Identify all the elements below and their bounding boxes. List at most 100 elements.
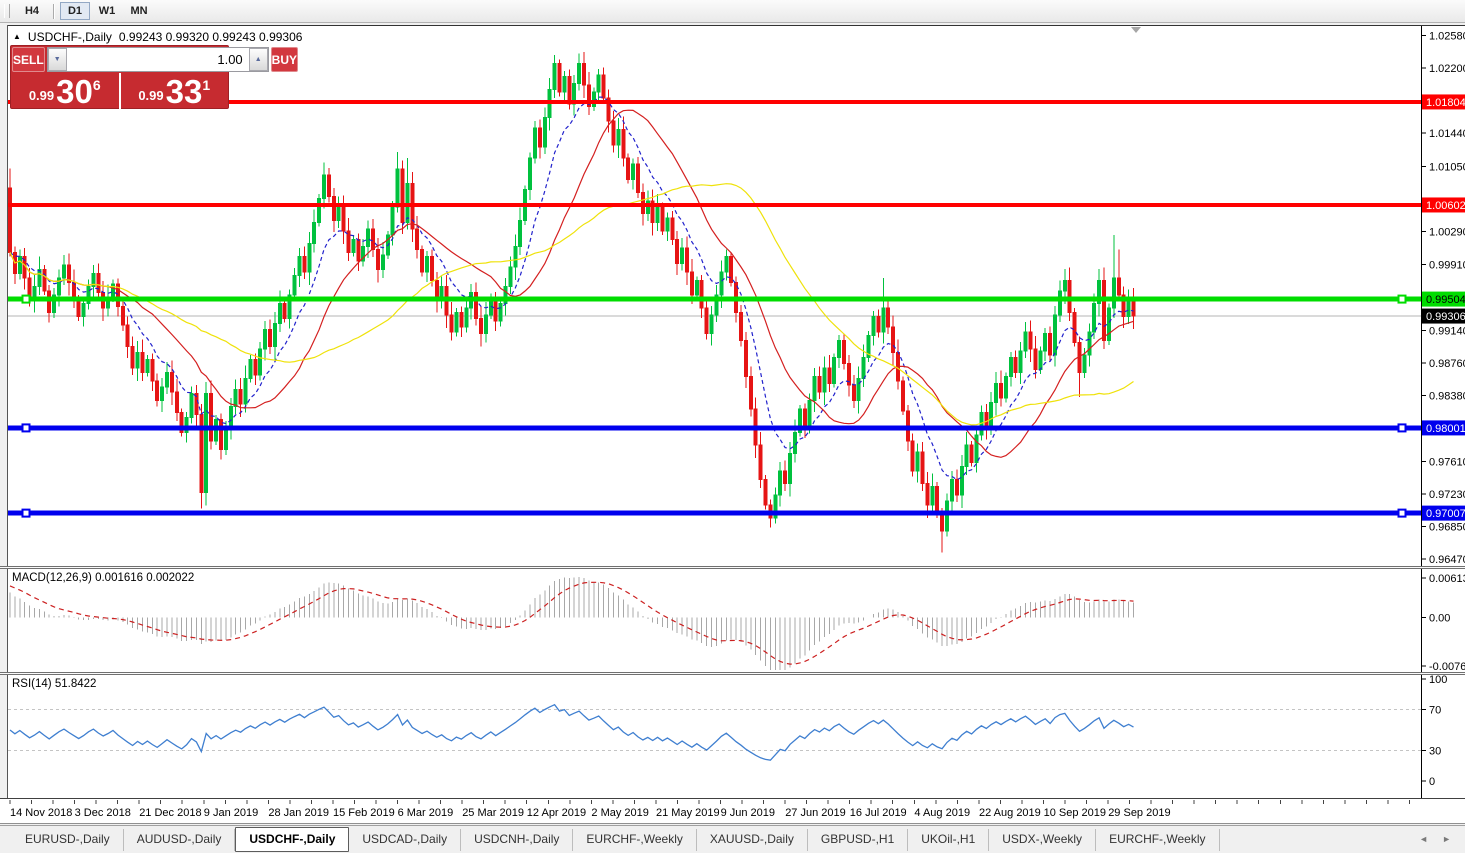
volume-decrease-button[interactable]: ▼: [47, 48, 67, 71]
price-badge-0.98001: 0.98001: [1422, 420, 1465, 436]
hline-support-1[interactable]: [8, 425, 1421, 431]
macd-name: MACD(12,26,9): [12, 572, 92, 584]
chart-title: ▲ USDCHF-,Daily 0.99243 0.99320 0.99243 …: [13, 30, 302, 44]
trade-panel-prices: 0.99 30 6 0.99 33 1: [11, 73, 228, 110]
volume-spinner: ▼ ▲: [46, 47, 269, 72]
rsi-line: [9, 703, 1134, 761]
svg-text:14 Nov 2018: 14 Nov 2018: [10, 807, 72, 819]
timeframe-toolbar: H4 D1 W1 MN: [0, 0, 1465, 23]
toolbar-separator: [53, 3, 54, 19]
date-axis[interactable]: 14 Nov 2018 3 Dec 2018 21 Dec 2018 9 Jan 20…: [9, 800, 1410, 819]
svg-text:0.96470: 0.96470: [1429, 554, 1465, 566]
svg-text:1.00290: 1.00290: [1429, 227, 1465, 239]
svg-text:10 Sep 2019: 10 Sep 2019: [1044, 807, 1106, 819]
hline-handle[interactable]: [21, 423, 31, 433]
svg-text:4 Aug 2019: 4 Aug 2019: [914, 807, 970, 819]
svg-text:0.99306: 0.99306: [1426, 311, 1465, 323]
svg-text:1.02200: 1.02200: [1429, 63, 1465, 75]
trade-panel-header: SELL ▼ ▲ BUY: [11, 46, 299, 73]
svg-text:0.96850: 0.96850: [1429, 522, 1465, 534]
svg-text:1.01050: 1.01050: [1429, 162, 1465, 174]
chart-tab-xauusd-daily[interactable]: XAUUSD-,Daily: [697, 829, 808, 851]
timeframe-button-h4[interactable]: H4: [17, 2, 47, 20]
symbol-title: USDCHF-,Daily: [27, 30, 112, 44]
svg-text:27 Jun 2019: 27 Jun 2019: [785, 807, 846, 819]
buy-price-big: 33: [165, 73, 203, 110]
timeframe-button-w1[interactable]: W1: [92, 2, 122, 20]
chart-tab-eurchf-weekly[interactable]: EURCHF-,Weekly: [573, 829, 697, 851]
hline-support-2[interactable]: [8, 510, 1421, 516]
sell-price[interactable]: 0.99 30 6: [11, 73, 119, 110]
chart-tab-audusd-daily[interactable]: AUDUSD-,Daily: [124, 829, 236, 851]
toolbar-grip: [4, 4, 10, 18]
svg-text:22 Aug 2019: 22 Aug 2019: [979, 807, 1041, 819]
hline-handle[interactable]: [21, 508, 31, 518]
rsi-label: RSI(14) 51.8422: [12, 678, 96, 690]
hline-pivot-green[interactable]: [8, 296, 1421, 302]
buy-price[interactable]: 0.99 33 1: [121, 73, 229, 110]
macd-label: MACD(12,26,9) 0.001616 0.002022: [12, 572, 194, 584]
chart-tab-gbpusd-h1[interactable]: GBPUSD-,H1: [808, 829, 909, 851]
svg-text:21 May 2019: 21 May 2019: [656, 807, 720, 819]
chart-shift-marker-icon[interactable]: [1131, 27, 1141, 33]
svg-text:0: 0: [1429, 776, 1435, 788]
sell-price-prefix: 0.99: [28, 88, 55, 103]
price-badge-1.00602: 1.00602: [1422, 197, 1465, 213]
svg-text:6 Mar 2019: 6 Mar 2019: [398, 807, 454, 819]
svg-text:0.98001: 0.98001: [1426, 423, 1465, 435]
svg-text:1.01440: 1.01440: [1429, 128, 1465, 140]
hline-handle[interactable]: [1397, 423, 1407, 433]
hline-handle[interactable]: [1397, 508, 1407, 518]
chart-tab-usdx-weekly[interactable]: USDX-,Weekly: [989, 829, 1097, 851]
svg-text:15 Feb 2019: 15 Feb 2019: [333, 807, 395, 819]
chart-tab-usdcad-daily[interactable]: USDCAD-,Daily: [349, 829, 462, 851]
svg-text:16 Jul 2019: 16 Jul 2019: [850, 807, 907, 819]
svg-text:0.99140: 0.99140: [1429, 325, 1465, 337]
hline-resistance-1[interactable]: [8, 99, 1421, 104]
svg-text:9 Jun 2019: 9 Jun 2019: [721, 807, 775, 819]
rsi-name: RSI(14): [12, 678, 52, 690]
svg-text:0.97007: 0.97007: [1426, 508, 1465, 520]
svg-text:3 Dec 2018: 3 Dec 2018: [75, 807, 131, 819]
svg-text:28 Jan 2019: 28 Jan 2019: [268, 807, 329, 819]
hline-handle[interactable]: [1397, 294, 1407, 304]
tab-scroll-right-icon[interactable]: ►: [1442, 834, 1451, 844]
ma-ema10-line: [9, 96, 1134, 481]
svg-text:100: 100: [1429, 674, 1447, 686]
rsi-value: 51.8422: [54, 678, 97, 690]
down-arrow-icon: ▼: [53, 56, 61, 63]
price-badge-0.99306: 0.99306: [1422, 308, 1465, 324]
ma-sma45-line: [9, 183, 1134, 426]
svg-text:21 Dec 2018: 21 Dec 2018: [139, 807, 201, 819]
sell-button[interactable]: SELL: [12, 47, 45, 72]
price-axis[interactable]: 1.02580 1.02200 1.01440 1.01050 1.00290 0.999…: [1421, 30, 1465, 566]
macd-values: 0.001616 0.002022: [95, 572, 195, 584]
timeframe-button-mn[interactable]: MN: [124, 2, 154, 20]
one-click-collapse-icon[interactable]: ▲: [13, 31, 21, 41]
buy-button[interactable]: BUY: [270, 47, 299, 72]
svg-text:0.97610: 0.97610: [1429, 456, 1465, 468]
price-badge-0.97007: 0.97007: [1422, 505, 1465, 521]
chart-tab-ukoil-h1[interactable]: UKOil-,H1: [908, 829, 990, 851]
price-badge-0.99504: 0.99504: [1422, 291, 1465, 307]
chart-tab-eurusd-daily[interactable]: EURUSD-,Daily: [12, 829, 124, 851]
svg-text:2 May 2019: 2 May 2019: [591, 807, 648, 819]
svg-text:9 Jan 2019: 9 Jan 2019: [204, 807, 258, 819]
up-arrow-icon: ▲: [254, 56, 262, 63]
chart-tab-usdcnh-daily[interactable]: USDCNH-,Daily: [461, 829, 574, 851]
tab-scroll-left-icon[interactable]: ◄: [1419, 834, 1429, 844]
timeframe-button-d1[interactable]: D1: [60, 2, 90, 20]
svg-text:0.00: 0.00: [1429, 612, 1450, 624]
svg-text:0.97230: 0.97230: [1429, 489, 1465, 501]
chart-tab-usdchf-daily[interactable]: USDCHF-,Daily: [235, 827, 350, 852]
chart-tab-eurchf-weekly[interactable]: EURCHF-,Weekly: [1096, 829, 1220, 851]
hline-resistance-2[interactable]: [8, 202, 1421, 207]
svg-text:0.00613: 0.00613: [1429, 573, 1465, 585]
buy-price-sup: 1: [202, 77, 211, 93]
buy-price-prefix: 0.99: [138, 88, 164, 103]
svg-text:70: 70: [1429, 705, 1441, 717]
volume-input[interactable]: [66, 48, 249, 71]
volume-increase-button[interactable]: ▲: [248, 48, 268, 71]
hline-handle[interactable]: [21, 294, 31, 304]
